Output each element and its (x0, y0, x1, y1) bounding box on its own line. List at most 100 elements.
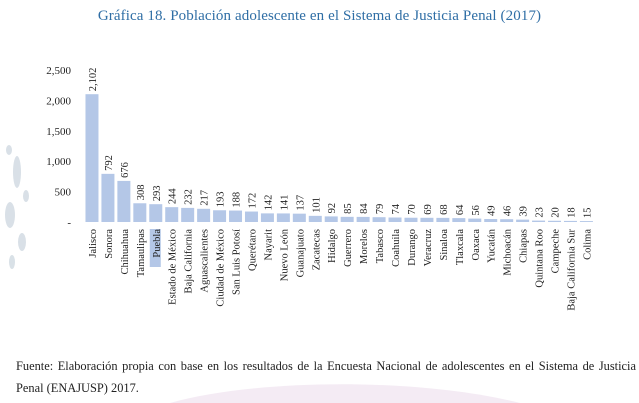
category-label: Guerrero (343, 229, 354, 267)
value-label: 217 (200, 190, 211, 206)
bar-chiapas (516, 219, 530, 222)
value-label: 137 (295, 195, 306, 211)
bar-yucat-n (484, 219, 498, 222)
bar-guanajuato (292, 213, 306, 222)
value-label: 92 (327, 203, 338, 214)
bar-ciudad-de-m-xico (213, 210, 227, 222)
bar-coahuila (388, 217, 402, 222)
category-label: Colima (582, 229, 593, 260)
bar-morelos (356, 216, 370, 222)
category-label: Coahuila (391, 229, 402, 267)
bar-sinaloa (436, 217, 450, 222)
bar-san-luis-potos- (229, 210, 243, 222)
bar-campeche (548, 220, 562, 222)
bar-aguascalientes (197, 208, 211, 222)
bar-sonora (101, 173, 115, 222)
bar-tabasco (372, 217, 386, 222)
category-label: Durango (407, 229, 418, 266)
category-label: Yucatán (487, 228, 498, 263)
bar-tlaxcala (452, 218, 466, 222)
y-tick-label: 1,500 (46, 126, 71, 138)
bar-nayarit (260, 213, 274, 222)
category-label: Puebla (152, 229, 163, 258)
value-label: 23 (535, 207, 546, 218)
category-label: Nuevo León (279, 228, 290, 281)
category-label: Nayarit (263, 229, 274, 261)
y-tick-label: 500 (55, 187, 72, 199)
value-label: 69 (423, 204, 434, 215)
value-label: 84 (359, 203, 370, 214)
bar-chart: - 500 1,000 1,500 2,000 2,500 2,102 Jalisco 792 S… (46, 65, 593, 311)
bar-hidalgo (324, 216, 338, 222)
chart-title: Gráfica 18. Población adolescente en el … (97, 8, 542, 24)
value-label: 49 (487, 206, 498, 217)
value-label: 79 (375, 204, 386, 215)
category-label: Morelos (359, 229, 370, 264)
category-label: Estado de México (168, 229, 179, 305)
category-label: Quintana Roo (535, 229, 546, 288)
category-label: Zacatecas (311, 229, 322, 270)
value-label: 193 (216, 192, 227, 208)
bar-baja-california (181, 207, 195, 222)
category-label: Baja California (184, 229, 195, 294)
value-label: 46 (503, 206, 514, 217)
value-label: 101 (311, 197, 322, 213)
y-tick-label: 2,000 (46, 95, 71, 107)
category-label: Oaxaca (471, 229, 482, 261)
value-label: 39 (519, 206, 530, 217)
bar-baja-california-sur (563, 220, 577, 222)
bar-quintana-roo (532, 220, 546, 222)
category-label: Baja California Sur (566, 229, 577, 311)
bar-veracruz (420, 217, 434, 222)
category-label: Michoacán (503, 228, 514, 275)
bar-nuevo-le-n (276, 213, 290, 222)
category-label: Ciudad de México (216, 229, 227, 307)
category-label: Tlaxcala (455, 229, 466, 265)
value-label: 244 (168, 188, 179, 205)
value-label: 18 (566, 207, 577, 218)
category-label: Chihuahua (120, 229, 131, 275)
bar-colima (579, 221, 593, 222)
category-label: Sinaloa (439, 229, 450, 261)
category-label: Aguascalientes (200, 229, 211, 293)
category-label: San Luis Potosí (232, 229, 243, 295)
value-label: 68 (439, 204, 450, 215)
value-label: 64 (455, 204, 466, 215)
bar-chihuahua (117, 180, 131, 222)
value-label: 15 (582, 208, 593, 219)
value-label: 141 (279, 195, 290, 211)
bar-quer-taro (244, 211, 258, 222)
category-label: Chiapas (519, 229, 530, 263)
y-tick-label: - (67, 217, 71, 229)
value-label: 20 (551, 207, 562, 218)
y-tick-label: 1,000 (46, 156, 71, 168)
value-label: 676 (120, 162, 131, 178)
category-label: Tamaulipas (136, 229, 147, 277)
source-note: Fuente: Elaboración propia con base en l… (16, 359, 636, 395)
value-label: 188 (232, 192, 243, 208)
category-label: Veracruz (423, 229, 434, 267)
category-label: Campeche (551, 229, 562, 274)
bar-oaxaca (468, 218, 482, 222)
category-label: Tabasco (375, 229, 386, 263)
value-label: 70 (407, 204, 418, 215)
value-label: 85 (343, 203, 354, 214)
category-label: Jalisco (88, 229, 99, 258)
value-label: 56 (471, 205, 482, 216)
bar-jalisco (85, 94, 99, 222)
category-highlight (149, 229, 161, 267)
bar-michoac-n (500, 219, 514, 222)
value-label: 172 (247, 193, 258, 209)
value-label: 2,102 (88, 68, 99, 92)
category-label: Hidalgo (327, 229, 338, 263)
category-label: Sonora (104, 229, 115, 259)
bar-puebla (149, 204, 163, 222)
bar-guerrero (340, 216, 354, 222)
value-label: 142 (263, 195, 274, 211)
bar-tamaulipas (133, 203, 147, 222)
value-label: 308 (136, 185, 147, 201)
bar-estado-de-m-xico (165, 207, 179, 222)
value-label: 293 (152, 185, 163, 201)
bar-durango (404, 217, 418, 222)
